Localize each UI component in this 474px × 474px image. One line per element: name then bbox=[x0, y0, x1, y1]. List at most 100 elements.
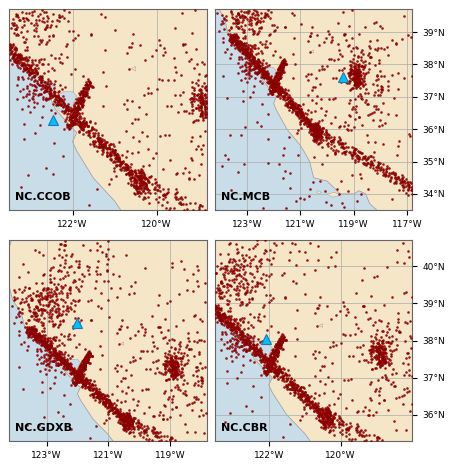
Point bbox=[247, 56, 255, 64]
Point bbox=[20, 55, 27, 62]
Point bbox=[295, 104, 302, 112]
Point bbox=[81, 378, 88, 385]
Point bbox=[231, 328, 238, 336]
Point bbox=[164, 299, 171, 307]
Point bbox=[127, 334, 134, 341]
Point bbox=[265, 77, 273, 84]
Point bbox=[30, 306, 37, 313]
Point bbox=[269, 356, 276, 363]
Point bbox=[49, 334, 57, 342]
Point bbox=[12, 10, 20, 18]
Point bbox=[145, 437, 152, 444]
Point bbox=[38, 114, 46, 121]
Point bbox=[74, 96, 82, 103]
Point bbox=[82, 84, 90, 91]
Point bbox=[77, 316, 85, 324]
Point bbox=[94, 389, 101, 397]
Point bbox=[69, 374, 77, 382]
Point bbox=[46, 275, 54, 283]
Point bbox=[369, 411, 376, 419]
Point bbox=[65, 361, 73, 369]
Point bbox=[70, 114, 78, 121]
Point bbox=[136, 176, 144, 184]
Point bbox=[271, 368, 278, 375]
Point bbox=[65, 263, 73, 270]
Point bbox=[297, 383, 305, 391]
Point bbox=[227, 409, 234, 416]
Point bbox=[48, 64, 56, 72]
Point bbox=[272, 80, 280, 87]
Point bbox=[317, 96, 325, 103]
Point bbox=[331, 423, 339, 430]
Point bbox=[279, 332, 286, 339]
Point bbox=[234, 19, 241, 27]
Point bbox=[78, 278, 86, 285]
Point bbox=[278, 66, 286, 74]
Point bbox=[82, 375, 90, 383]
Point bbox=[20, 338, 27, 346]
Point bbox=[70, 27, 77, 35]
Point bbox=[264, 356, 272, 363]
Point bbox=[60, 283, 67, 291]
Point bbox=[26, 71, 33, 78]
Point bbox=[145, 90, 152, 97]
Point bbox=[290, 391, 298, 399]
Point bbox=[326, 415, 333, 423]
Point bbox=[35, 330, 42, 338]
Point bbox=[333, 416, 340, 424]
Point bbox=[324, 415, 331, 422]
Point bbox=[128, 167, 136, 175]
Point bbox=[252, 57, 259, 64]
Point bbox=[268, 83, 276, 91]
Point bbox=[232, 30, 239, 37]
Point bbox=[246, 310, 254, 318]
Point bbox=[82, 85, 90, 93]
Point bbox=[270, 349, 277, 357]
Point bbox=[229, 19, 237, 27]
Point bbox=[328, 420, 336, 428]
Point bbox=[111, 410, 119, 417]
Point bbox=[37, 341, 45, 349]
Point bbox=[381, 371, 389, 378]
Point bbox=[158, 76, 166, 83]
Point bbox=[40, 342, 47, 350]
Point bbox=[308, 130, 316, 138]
Point bbox=[12, 45, 19, 53]
Point bbox=[264, 326, 271, 334]
Point bbox=[250, 55, 258, 62]
Point bbox=[119, 420, 127, 428]
Point bbox=[282, 371, 290, 379]
Point bbox=[89, 391, 97, 399]
Point bbox=[34, 331, 42, 338]
Point bbox=[273, 85, 280, 92]
Point bbox=[103, 267, 110, 274]
Point bbox=[74, 377, 82, 385]
Point bbox=[322, 418, 330, 426]
Point bbox=[399, 181, 406, 188]
Point bbox=[371, 19, 378, 27]
Point bbox=[344, 126, 352, 134]
Point bbox=[276, 69, 283, 76]
Point bbox=[124, 422, 132, 429]
Point bbox=[74, 373, 82, 380]
Point bbox=[17, 53, 24, 61]
Point bbox=[404, 186, 412, 194]
Point bbox=[186, 169, 193, 176]
Point bbox=[46, 85, 54, 93]
Point bbox=[74, 99, 82, 106]
Point bbox=[334, 147, 342, 155]
Point bbox=[35, 76, 43, 83]
Point bbox=[186, 199, 194, 207]
Point bbox=[77, 94, 85, 101]
Point bbox=[16, 87, 24, 94]
Point bbox=[237, 45, 245, 53]
Point bbox=[337, 428, 344, 436]
Point bbox=[270, 82, 278, 89]
Point bbox=[364, 51, 372, 59]
Point bbox=[229, 255, 237, 263]
Point bbox=[65, 365, 73, 372]
Point bbox=[45, 359, 53, 366]
Point bbox=[233, 41, 240, 49]
Point bbox=[297, 387, 305, 394]
Point bbox=[276, 342, 284, 350]
